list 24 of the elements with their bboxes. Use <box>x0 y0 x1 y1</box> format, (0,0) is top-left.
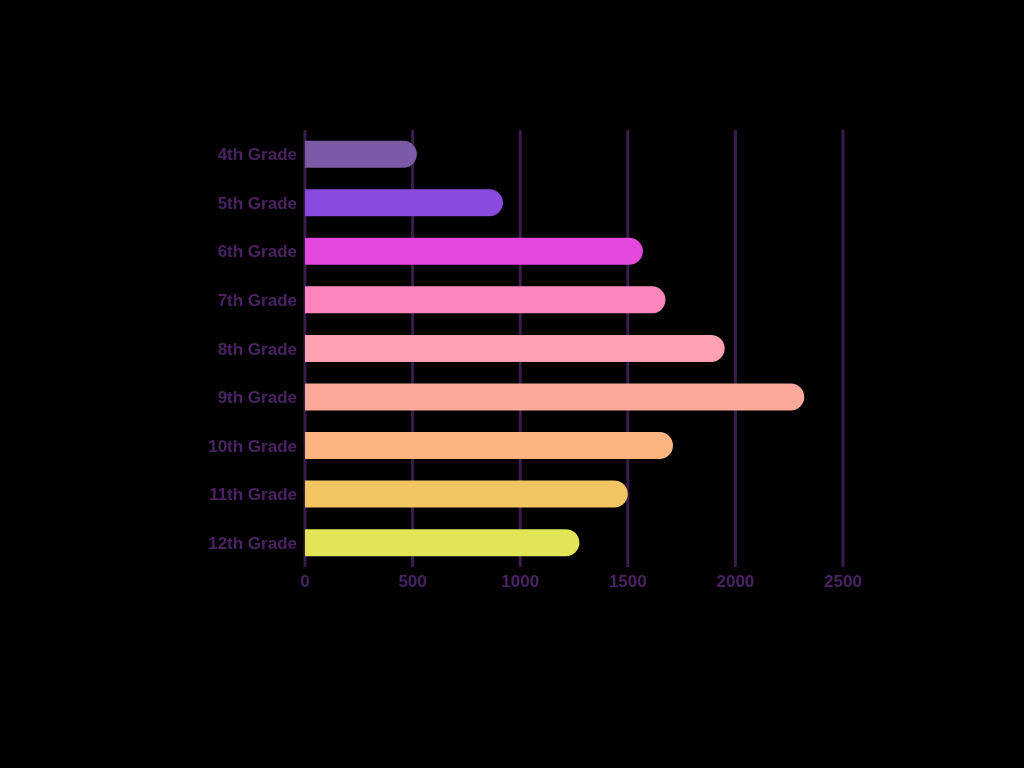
y-tick-label: 6th Grade <box>217 242 297 262</box>
bar <box>305 189 503 217</box>
y-tick-label: 12th Grade <box>208 533 297 553</box>
y-tick-label: 5th Grade <box>217 193 297 213</box>
y-tick-label: 4th Grade <box>217 145 297 165</box>
bar <box>305 383 805 411</box>
bar <box>305 432 673 460</box>
bar <box>305 286 666 314</box>
x-tick-label: 500 <box>398 572 427 592</box>
y-tick-label: 7th Grade <box>217 290 297 310</box>
x-tick-label: 1000 <box>501 572 540 592</box>
x-tick-label: 0 <box>300 572 310 592</box>
x-tick-label: 1500 <box>608 572 647 592</box>
x-tick-label: 2500 <box>824 572 862 592</box>
bar <box>305 237 643 265</box>
bar <box>305 140 417 168</box>
y-tick-label: 11th Grade <box>209 485 297 505</box>
y-tick-label: 8th Grade <box>217 339 297 359</box>
y-tick-label: 9th Grade <box>217 388 297 408</box>
bar <box>305 529 580 557</box>
bar <box>305 334 725 362</box>
bar <box>305 480 628 508</box>
y-tick-label: 10th Grade <box>208 436 297 456</box>
x-tick-label: 2000 <box>716 572 755 592</box>
